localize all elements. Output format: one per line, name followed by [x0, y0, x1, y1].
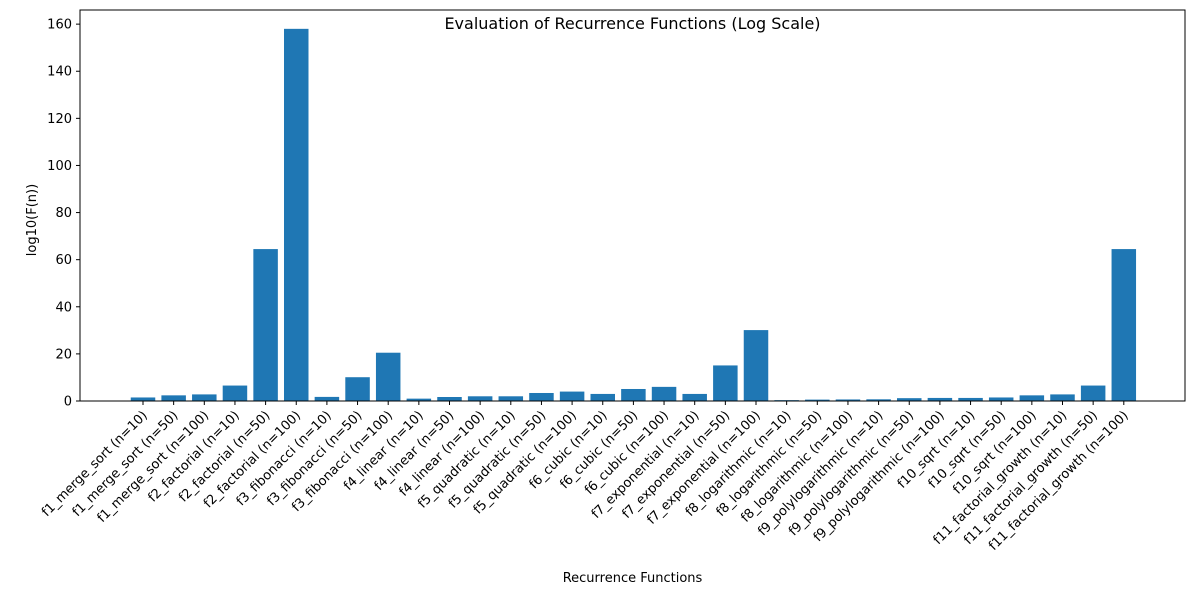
bar: [897, 398, 922, 401]
bar: [1050, 394, 1075, 401]
bar: [927, 397, 953, 401]
chart-title: Evaluation of Recurrence Functions (Log …: [444, 14, 820, 33]
x-axis-label: Recurrence Functions: [563, 571, 703, 586]
bar: [743, 330, 769, 401]
bar: [590, 393, 615, 401]
y-axis: 0 20 40 60 80 100 120 140 160: [47, 18, 80, 410]
bar: [958, 397, 983, 401]
bar: [253, 249, 278, 401]
bar: [130, 397, 156, 401]
bar: [835, 399, 861, 401]
bar: [559, 391, 585, 401]
bar: [375, 352, 401, 401]
y-tick-label: 140: [47, 65, 72, 80]
bar: [621, 388, 646, 401]
y-tick-label: 160: [47, 18, 72, 33]
bars-group: [130, 28, 1137, 402]
bar: [222, 385, 248, 401]
y-tick-label: 80: [55, 206, 72, 221]
x-axis: f1_merge_sort (n=10)f1_merge_sort (n=50)…: [39, 401, 1132, 554]
plot-frame: [79, 9, 1186, 402]
bar: [284, 28, 309, 402]
bar: [1111, 249, 1137, 401]
y-tick-label: 60: [55, 253, 72, 268]
bar: [192, 394, 217, 401]
y-tick-label: 20: [55, 347, 72, 362]
bar: [988, 397, 1014, 401]
bar: [345, 377, 370, 401]
bar: [805, 399, 830, 401]
bar: [682, 393, 707, 401]
bar: [1080, 385, 1106, 401]
bar: [498, 396, 524, 401]
bar: [467, 396, 493, 401]
bar: [529, 392, 554, 401]
y-tick-label: 120: [47, 112, 72, 127]
bar: [161, 395, 186, 401]
bar: [1019, 395, 1045, 401]
y-tick-label: 0: [64, 395, 72, 410]
bar: [651, 386, 677, 401]
bar: [713, 365, 738, 401]
bar: [866, 399, 891, 401]
bar: [406, 398, 432, 401]
y-axis-label: log10(F(n)): [25, 184, 40, 256]
bar: [314, 396, 340, 401]
y-tick-label: 100: [47, 159, 72, 174]
y-tick-label: 40: [55, 300, 72, 315]
bar: [437, 397, 462, 401]
